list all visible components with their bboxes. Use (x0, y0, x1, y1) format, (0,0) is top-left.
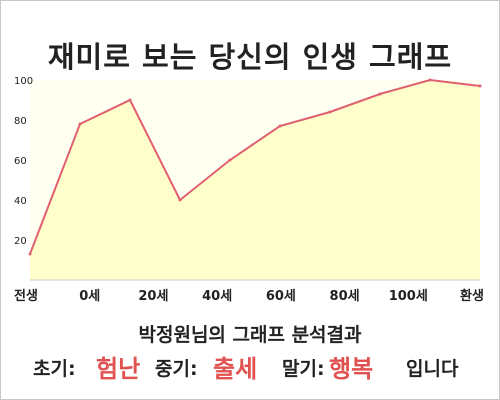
y-tick-label: 20 (14, 236, 27, 247)
y-tick-label: 80 (14, 116, 27, 127)
mid-life-value: 출세 (213, 355, 258, 383)
life-area-fill (30, 80, 480, 280)
late-life-label: 말기: (282, 358, 325, 380)
life-line-series (29, 78, 481, 255)
late-life-value: 행복 (329, 355, 374, 383)
chart-title: 재미로 보는 당신의 인생 그래프 (47, 40, 453, 74)
y-tick-label: 100 (14, 76, 33, 87)
y-tick-label: 40 (14, 196, 27, 207)
x-axis-ticks: 전생 0세 20세 40세 60세 80세 100세 환생 (14, 288, 484, 304)
early-life-value: 험난 (96, 355, 141, 383)
result-ending: 입니다 (406, 358, 459, 380)
x-tick-label: 100세 (389, 289, 428, 304)
analysis-subtitle: 박정원님의 그래프 분석결과 (138, 324, 362, 346)
mid-life-label: 중기: (155, 358, 198, 380)
analysis-result: 초기: 험난 중기: 출세 말기: 행복 입니다 (0, 346, 500, 383)
x-tick-label: 20세 (138, 289, 168, 304)
x-tick-label: 80세 (330, 289, 360, 304)
y-tick-label: 60 (14, 156, 27, 167)
early-life-label: 초기: (33, 358, 76, 380)
y-axis-ticks: 20 40 60 80 100 (14, 76, 33, 247)
x-tick-label: 60세 (266, 289, 296, 304)
x-tick-label: 40세 (202, 289, 232, 304)
x-tick-label: 0세 (79, 289, 100, 304)
x-tick-label: 환생 (460, 288, 484, 304)
x-tick-label: 전생 (14, 288, 38, 304)
